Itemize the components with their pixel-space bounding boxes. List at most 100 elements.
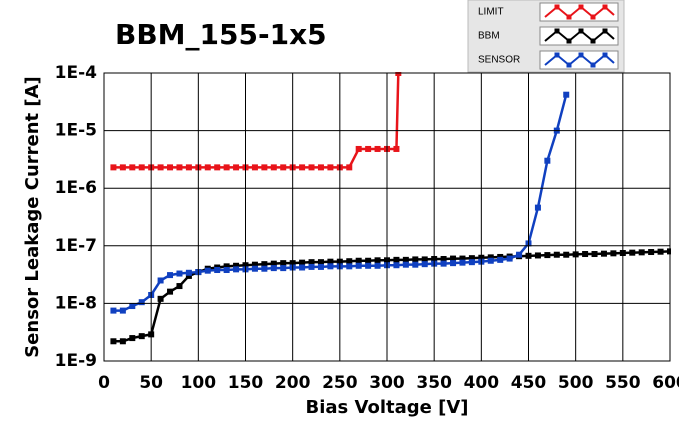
data-point (176, 270, 183, 277)
y-tick-label: 1E-8 (55, 293, 97, 313)
x-axis-title: Bias Voltage [V] (306, 397, 469, 418)
data-point (317, 164, 324, 171)
data-point (468, 255, 475, 262)
data-point (157, 164, 164, 171)
data-point (223, 267, 230, 274)
data-point (261, 265, 268, 272)
data-point (355, 145, 362, 152)
data-point (459, 255, 466, 262)
data-point (459, 259, 466, 266)
x-tick-label: 450 (511, 373, 547, 393)
legend-marker (554, 28, 560, 34)
data-point (516, 251, 523, 258)
data-point (421, 256, 428, 263)
legend-marker (590, 14, 596, 20)
data-point (395, 72, 402, 76)
legend-marker (602, 28, 608, 34)
legend-marker (590, 62, 596, 68)
data-point (214, 164, 221, 171)
data-point (204, 164, 211, 171)
data-point (157, 295, 164, 302)
data-point (657, 248, 664, 255)
data-point (412, 261, 419, 268)
data-point (261, 261, 268, 268)
y-axis-title: Sensor Leakage Current [A] (22, 76, 43, 358)
legend-label: BBM (478, 31, 500, 42)
data-point (534, 252, 541, 259)
data-point (185, 164, 192, 171)
data-point (251, 261, 258, 268)
data-point (110, 307, 117, 314)
data-point (204, 267, 211, 274)
data-point (167, 288, 174, 295)
data-point (270, 164, 277, 171)
data-point (233, 262, 240, 269)
data-point (233, 266, 240, 273)
legend-marker (566, 62, 572, 68)
data-point (138, 333, 145, 340)
data-point (487, 254, 494, 261)
data-point (308, 164, 315, 171)
data-point (308, 263, 315, 270)
data-point (299, 164, 306, 171)
data-point (138, 299, 145, 306)
x-tick-label: 350 (416, 373, 452, 393)
data-point (440, 255, 447, 262)
data-point (346, 263, 353, 270)
data-point (270, 265, 277, 272)
data-point (223, 263, 230, 270)
legend-marker (566, 38, 572, 44)
data-point (138, 164, 145, 171)
data-point (167, 164, 174, 171)
data-point (412, 256, 419, 263)
data-point (638, 249, 645, 256)
data-point (544, 252, 551, 259)
data-point (299, 259, 306, 266)
data-point (355, 262, 362, 269)
data-point (365, 145, 372, 152)
data-point (468, 259, 475, 266)
x-tick-label: 550 (605, 373, 641, 393)
data-point (600, 250, 607, 257)
data-point (233, 164, 240, 171)
x-tick-label: 150 (228, 373, 264, 393)
data-point (582, 251, 589, 258)
y-tick-label: 1E-6 (55, 178, 97, 198)
data-point (610, 250, 617, 257)
legend-label: LIMIT (478, 7, 504, 18)
data-point (553, 251, 560, 258)
data-point (327, 164, 334, 171)
data-point (280, 260, 287, 267)
chart-title: BBM_155-1x5 (115, 18, 327, 51)
data-point (591, 251, 598, 258)
data-point (327, 258, 334, 265)
data-point (129, 164, 136, 171)
x-tick-label: 400 (464, 373, 500, 393)
legend-marker (554, 52, 560, 58)
data-point (317, 259, 324, 266)
data-point (534, 204, 541, 211)
y-tick-label: 1E-5 (55, 121, 97, 141)
data-point (667, 248, 671, 255)
data-point (346, 164, 353, 171)
data-point (440, 260, 447, 267)
legend-marker (578, 4, 584, 10)
legend-marker (590, 38, 596, 44)
data-point (450, 255, 457, 262)
legend-label: SENSOR (478, 55, 520, 66)
legend-marker (602, 52, 608, 58)
data-point (119, 307, 126, 314)
data-point (355, 257, 362, 264)
data-point (119, 164, 126, 171)
x-tick-label: 250 (322, 373, 358, 393)
x-tick-label: 200 (275, 373, 311, 393)
data-point (110, 164, 117, 171)
data-point (544, 157, 551, 164)
data-point (402, 256, 409, 263)
legend-marker (578, 52, 584, 58)
data-point (167, 272, 174, 279)
data-point (280, 265, 287, 272)
data-point (629, 249, 636, 256)
data-point (497, 256, 504, 263)
